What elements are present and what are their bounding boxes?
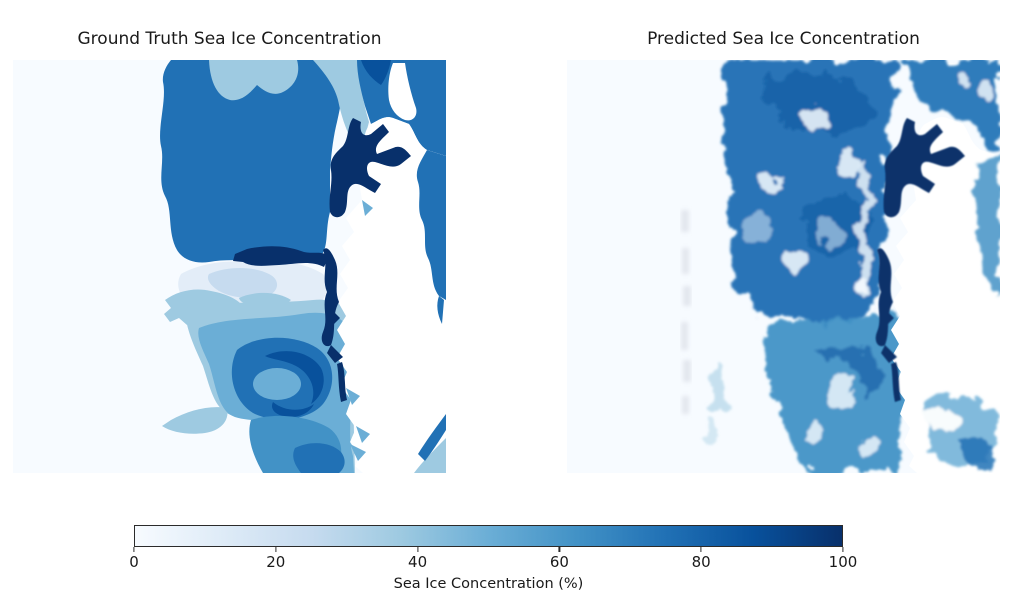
artifact-smudge — [683, 360, 691, 382]
panel-title-predicted: Predicted Sea Ice Concentration — [647, 29, 920, 49]
predicted-eddy-crescent — [817, 346, 881, 404]
colorbar-ticks: 0 20 40 60 80 100 — [129, 525, 857, 573]
dense-patch-north — [361, 60, 391, 85]
dark-drift-streak — [233, 246, 329, 267]
colorbar-tick-label: 100 — [828, 553, 858, 571]
southeast-coastal-dense — [418, 414, 446, 461]
artifact-column — [681, 210, 691, 414]
artifact-smudge — [681, 210, 689, 232]
predicted-lacuna — [955, 73, 969, 87]
predicted-northeast-pack — [903, 60, 1000, 152]
predicted-dense-patch-north — [763, 74, 872, 136]
colorbar-tick — [558, 547, 560, 552]
artifact-smudge — [682, 396, 689, 414]
predicted-ice-field — [703, 60, 906, 473]
predicted-swirl-hole — [856, 433, 878, 455]
predicted-lacuna — [762, 172, 782, 192]
colorbar-gradient — [135, 526, 842, 546]
predicted-lacuna — [803, 106, 831, 134]
light-pack-lobes — [209, 60, 299, 101]
predicted-thin-patch — [820, 220, 844, 244]
east-coastal-sliver — [437, 296, 444, 324]
predicted-fjord-ice — [875, 118, 965, 402]
colorbar-tick — [417, 547, 419, 552]
eddy-crescent — [265, 351, 324, 404]
predicted-land-core — [924, 407, 963, 434]
fjord-fast-ice-north — [329, 118, 411, 218]
west-point-floe — [162, 407, 228, 434]
predicted-lacuna — [781, 248, 805, 272]
fjord-fast-ice-north — [883, 118, 965, 218]
pale-zone-swirl — [207, 268, 278, 299]
predicted-map — [567, 60, 1000, 473]
predicted-swirl-hole — [824, 377, 854, 407]
fjord-fast-ice-details — [326, 310, 347, 402]
fjord-fast-ice-coast — [321, 248, 339, 347]
predicted-thin-patch — [741, 214, 773, 246]
fjord-fast-ice-details — [880, 310, 901, 402]
southeast-coastal-ice — [414, 438, 446, 473]
predicted-southeast-dense — [958, 437, 997, 471]
colorbar-tick — [700, 547, 702, 552]
predicted-swirl-hole — [804, 425, 822, 443]
colorbar-label: Sea Ice Concentration (%) — [393, 576, 584, 592]
eddy-crescent-lower — [272, 402, 314, 418]
fjord-fast-ice-coast — [875, 248, 893, 347]
north-cape — [388, 63, 417, 121]
colorbar-tick-label: 20 — [266, 553, 286, 571]
colorbar-tick — [133, 547, 135, 552]
colorbar-tick-label: 80 — [691, 553, 711, 571]
east-coastal-water — [416, 150, 446, 300]
colorbar-tick — [842, 547, 844, 552]
panel-title-ground-truth: Ground Truth Sea Ice Concentration — [77, 29, 382, 49]
colorbar-tick-label: 40 — [408, 553, 428, 571]
colorbar-tick-label: 60 — [549, 553, 569, 571]
predicted-lacuna — [977, 80, 997, 100]
ice-tongue-region — [160, 60, 345, 263]
predicted-wisp — [709, 368, 725, 412]
predicted-lacuna — [837, 152, 861, 176]
eddy-core — [253, 368, 301, 400]
predicted-east-coastal-water — [971, 156, 1000, 300]
artifact-smudge — [682, 248, 689, 274]
predicted-coast-channel — [858, 156, 872, 300]
artifact-smudge — [683, 286, 691, 306]
artifact-smudge — [681, 322, 688, 350]
predicted-coastal-ice — [903, 60, 1000, 471]
coast-ice-spikes — [346, 200, 373, 461]
colorbar-tick — [275, 547, 277, 552]
south-dense-blob — [293, 443, 345, 473]
colorbar — [134, 525, 843, 547]
predicted-wisp — [703, 420, 715, 444]
colorbar-tick-label: 0 — [129, 553, 139, 571]
ground-truth-map — [13, 60, 446, 473]
